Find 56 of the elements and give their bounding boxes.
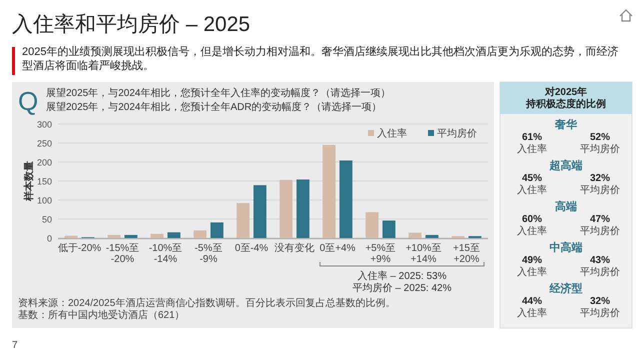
annotation: 入住率 — [517, 226, 547, 237]
annotation: 平均房价 — [580, 308, 620, 319]
annotation: 61% — [522, 132, 542, 143]
annotation: 49% — [522, 255, 542, 266]
annotation: 入住率 — [517, 308, 547, 319]
ytick: 0 — [46, 234, 52, 244]
xtick: -15%至-20% — [106, 243, 140, 265]
ytick: 300 — [36, 120, 52, 130]
annotation: 高端 — [555, 201, 577, 213]
annotation: 平均房价 – 2025: 42% — [352, 283, 452, 294]
ytick: 100 — [36, 196, 52, 206]
title: 对2025年持积极态度的比例 — [526, 87, 606, 110]
annotation: 展望2025年，与2024年相比，您预计全年ADR的变动幅度？（请选择一项） — [46, 102, 382, 113]
xtick: -10%至-14% — [148, 243, 182, 265]
annotation: 32% — [590, 296, 610, 307]
annotation: 入住率 — [517, 185, 547, 196]
annotation: 奢华 — [555, 119, 577, 131]
annotation: 超高端 — [550, 160, 582, 172]
xtick: +5%至+9% — [365, 243, 396, 265]
annotation: 平均房价 — [580, 144, 620, 155]
ytick: 150 — [36, 176, 52, 186]
annotation: 展望2025年，与2024年相比，您预计全年入住率的变动幅度？（请选择一项） — [46, 88, 390, 99]
annotation: 经济型 — [550, 283, 582, 295]
annotation: 资料来源：2024/2025年酒店运营商信心指数调研。百分比表示回复占总基数的比例。 — [18, 298, 396, 309]
ytick: 50 — [42, 214, 52, 224]
xtick: 没有变化 — [274, 243, 314, 254]
annotation: 7 — [12, 340, 18, 351]
annotation: 32% — [590, 173, 610, 184]
ylabel: 样本数量 — [24, 161, 35, 201]
annotation: 入住率 — [517, 144, 547, 155]
annotation: 43% — [590, 255, 610, 266]
subtitle: 2025年的业绩预测展现出积极信号，但是增长动力相对温和。奢华酒店继续展现出比其他档次酒店更为乐观的态势，而经济型酒店将面临着严峻挑战。 — [22, 45, 620, 73]
xtick: 低于-20% — [58, 243, 102, 254]
annotation: 44% — [522, 296, 542, 307]
annotation: 平均房价 — [580, 185, 620, 196]
legend: 平均房价 — [437, 128, 477, 140]
annotation: 基数：所有中国内地受访酒店（621） — [18, 310, 185, 321]
xtick: +10%至+14% — [406, 243, 442, 265]
annotation: 入住率 — [517, 267, 547, 278]
legend: 入住率 — [377, 128, 407, 140]
xtick: 0至-4% — [234, 243, 268, 254]
title: 入住率和平均房价 – 2025 — [12, 12, 250, 38]
annotation: 中高端 — [550, 242, 582, 254]
ytick: 200 — [36, 158, 52, 168]
annotation: 入住率 – 2025: 53% — [358, 271, 446, 282]
annotation: 平均房价 — [580, 267, 620, 278]
xtick: 0至+4% — [320, 243, 356, 254]
annotation: 47% — [590, 214, 610, 225]
annotation: 45% — [522, 173, 542, 184]
annotation: 52% — [590, 132, 610, 143]
ytick: 250 — [36, 138, 52, 148]
xtick: +15至+20% — [453, 243, 480, 265]
annotation: 平均房价 — [580, 226, 620, 237]
annotation: 60% — [522, 214, 542, 225]
annotation: Q — [18, 86, 38, 116]
xtick: -5%至-9% — [194, 243, 222, 265]
